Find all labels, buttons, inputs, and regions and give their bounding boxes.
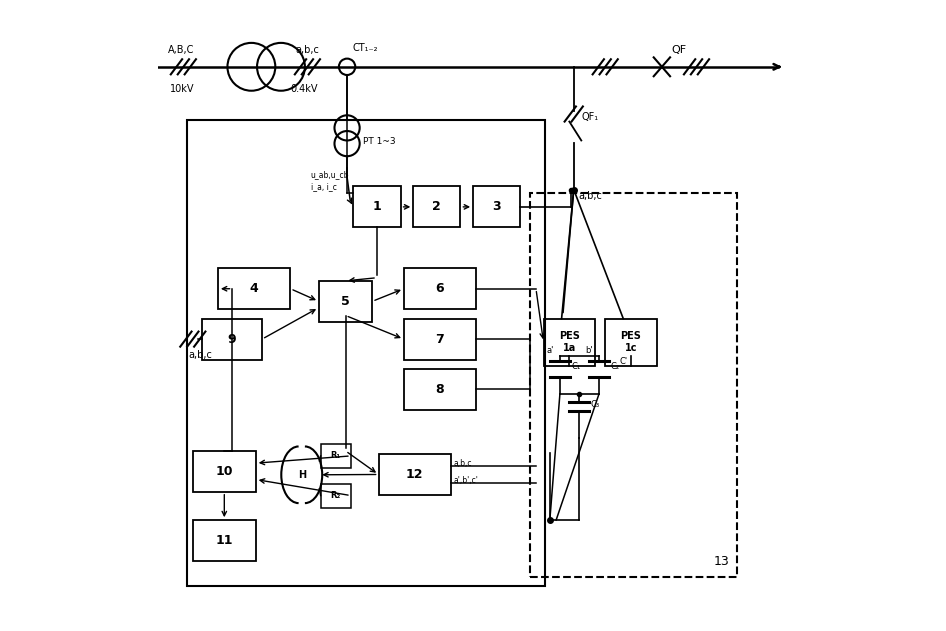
- Bar: [202, 319, 262, 360]
- Text: C': C': [620, 357, 628, 366]
- Text: u_ab,u_cb: u_ab,u_cb: [310, 170, 349, 179]
- Bar: [404, 268, 476, 309]
- Text: R₂: R₂: [330, 491, 341, 500]
- Text: 3: 3: [492, 201, 501, 213]
- Text: 2: 2: [432, 201, 441, 213]
- Text: a,b,c: a,b,c: [188, 350, 212, 360]
- Text: a',b',c': a',b',c': [453, 476, 479, 485]
- Bar: [544, 319, 595, 366]
- Text: 10kV: 10kV: [169, 84, 194, 94]
- Text: PES
1a: PES 1a: [559, 331, 580, 353]
- Text: i_a, i_c: i_a, i_c: [310, 182, 337, 192]
- Text: 4: 4: [250, 282, 258, 295]
- Bar: [605, 319, 657, 366]
- Text: 6: 6: [435, 282, 445, 295]
- Text: a,b,c: a,b,c: [579, 191, 603, 201]
- Text: 5: 5: [342, 295, 350, 308]
- Text: CT₁₋₂: CT₁₋₂: [352, 43, 377, 53]
- Text: 9: 9: [228, 333, 236, 346]
- Text: C₂: C₂: [610, 362, 620, 371]
- Bar: [193, 520, 255, 561]
- Text: R₁: R₁: [331, 451, 341, 461]
- Text: a,b,c: a,b,c: [453, 459, 472, 468]
- Text: QF: QF: [672, 45, 687, 55]
- Text: 11: 11: [216, 534, 233, 547]
- Bar: [186, 121, 546, 586]
- Bar: [193, 451, 255, 492]
- Text: 7: 7: [435, 333, 445, 346]
- Text: 13: 13: [714, 555, 729, 567]
- Text: 8: 8: [435, 383, 445, 396]
- Text: 10: 10: [216, 465, 233, 478]
- Bar: [354, 186, 400, 227]
- Bar: [319, 281, 373, 322]
- Bar: [378, 454, 451, 495]
- Text: C₁: C₁: [571, 362, 581, 371]
- Text: 12: 12: [406, 468, 424, 481]
- Text: a': a': [546, 346, 553, 355]
- Text: A,B,C: A,B,C: [167, 45, 194, 55]
- Bar: [218, 268, 290, 309]
- Text: PES
1c: PES 1c: [621, 331, 641, 353]
- Bar: [413, 186, 461, 227]
- Text: b': b': [585, 346, 593, 355]
- Text: C₃: C₃: [590, 400, 599, 409]
- Text: 1: 1: [373, 201, 381, 213]
- Bar: [404, 369, 476, 410]
- Bar: [530, 192, 738, 577]
- Bar: [473, 186, 520, 227]
- Bar: [404, 319, 476, 360]
- Bar: [321, 444, 351, 468]
- Text: 0.4kV: 0.4kV: [290, 84, 318, 94]
- Text: QF₁: QF₁: [582, 112, 599, 122]
- Bar: [321, 483, 351, 507]
- Text: PT 1~3: PT 1~3: [363, 137, 395, 146]
- Text: H: H: [298, 470, 306, 480]
- Text: a,b,c: a,b,c: [295, 45, 320, 55]
